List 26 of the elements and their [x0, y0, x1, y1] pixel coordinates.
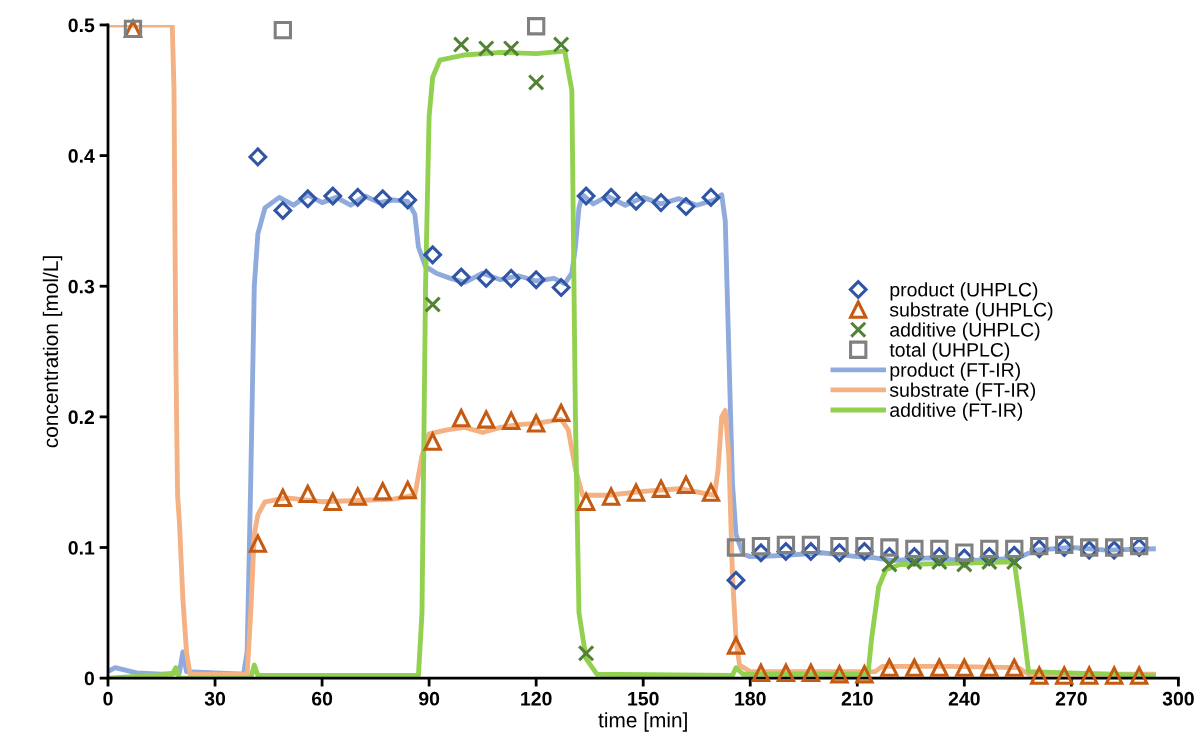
x-tick-label: 210 [841, 691, 873, 706]
x-tick-label: 30 [204, 691, 226, 706]
legend-label: additive (FT-IR) [890, 402, 1023, 421]
x-tick-label: 60 [311, 691, 333, 706]
y-axis-title: concentration [mol/L] [42, 256, 63, 448]
y-tick-label: 0.4 [68, 149, 95, 163]
legend-label: product (FT-IR) [890, 362, 1020, 381]
legend-label: total (UHPLC) [889, 342, 1010, 361]
legend-label: substrate (FT-IR) [889, 382, 1036, 401]
x-tick-label: 300 [1162, 691, 1194, 706]
x-tick-label: 180 [735, 691, 766, 706]
x-tick-label: 270 [1055, 691, 1087, 706]
legend-label: substrate (UHPLC) [889, 302, 1053, 321]
x-tick-label: 120 [521, 691, 552, 706]
x-tick-label: 0 [103, 691, 113, 706]
x-tick-label: 150 [628, 691, 659, 706]
y-tick-label: 0.5 [68, 18, 95, 33]
legend-label: additive (UHPLC) [890, 322, 1040, 341]
y-tick-label: 0.2 [68, 410, 95, 425]
x-axis-title: time [min] [598, 712, 687, 732]
y-tick-label: 0.3 [68, 279, 95, 294]
y-tick-label: 0 [84, 671, 95, 686]
x-tick-label: 240 [948, 691, 980, 706]
x-tick-label: 90 [418, 691, 440, 706]
legend-label: product (UHPLC) [890, 282, 1038, 301]
y-tick-label: 0.1 [68, 540, 95, 555]
